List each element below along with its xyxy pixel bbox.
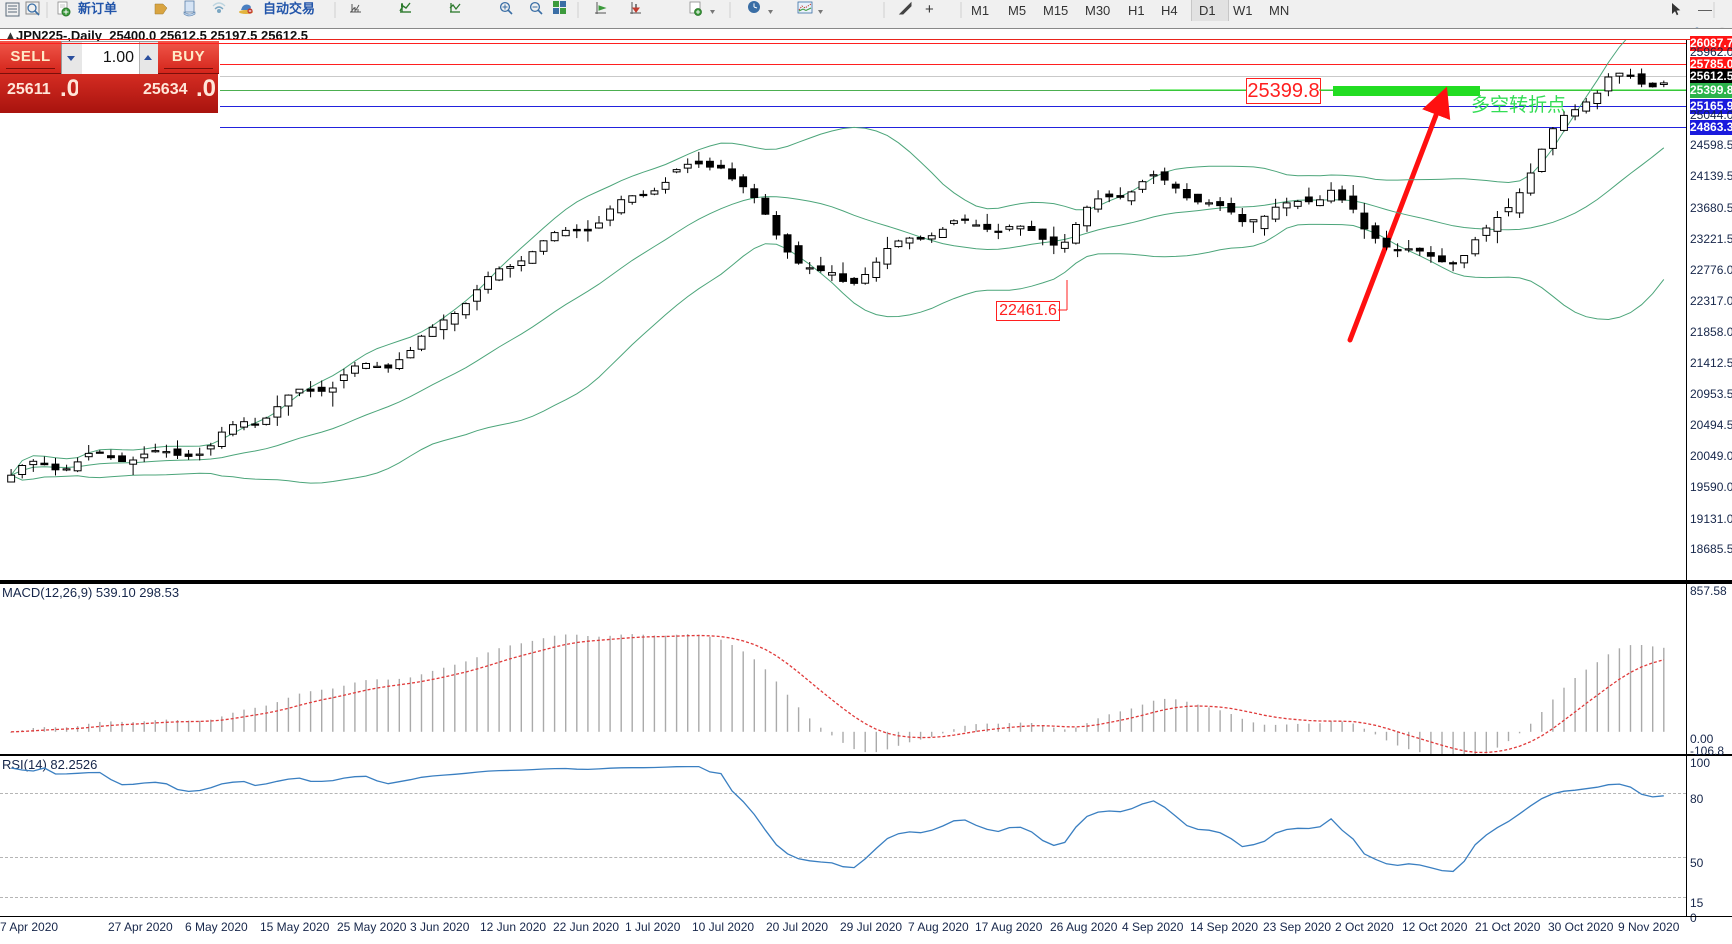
svg-text:新订单: 新订单	[78, 1, 117, 16]
svg-text:自动交易: 自动交易	[263, 1, 315, 16]
svg-text:+: +	[925, 1, 934, 18]
svg-text:—: —	[1698, 1, 1712, 17]
